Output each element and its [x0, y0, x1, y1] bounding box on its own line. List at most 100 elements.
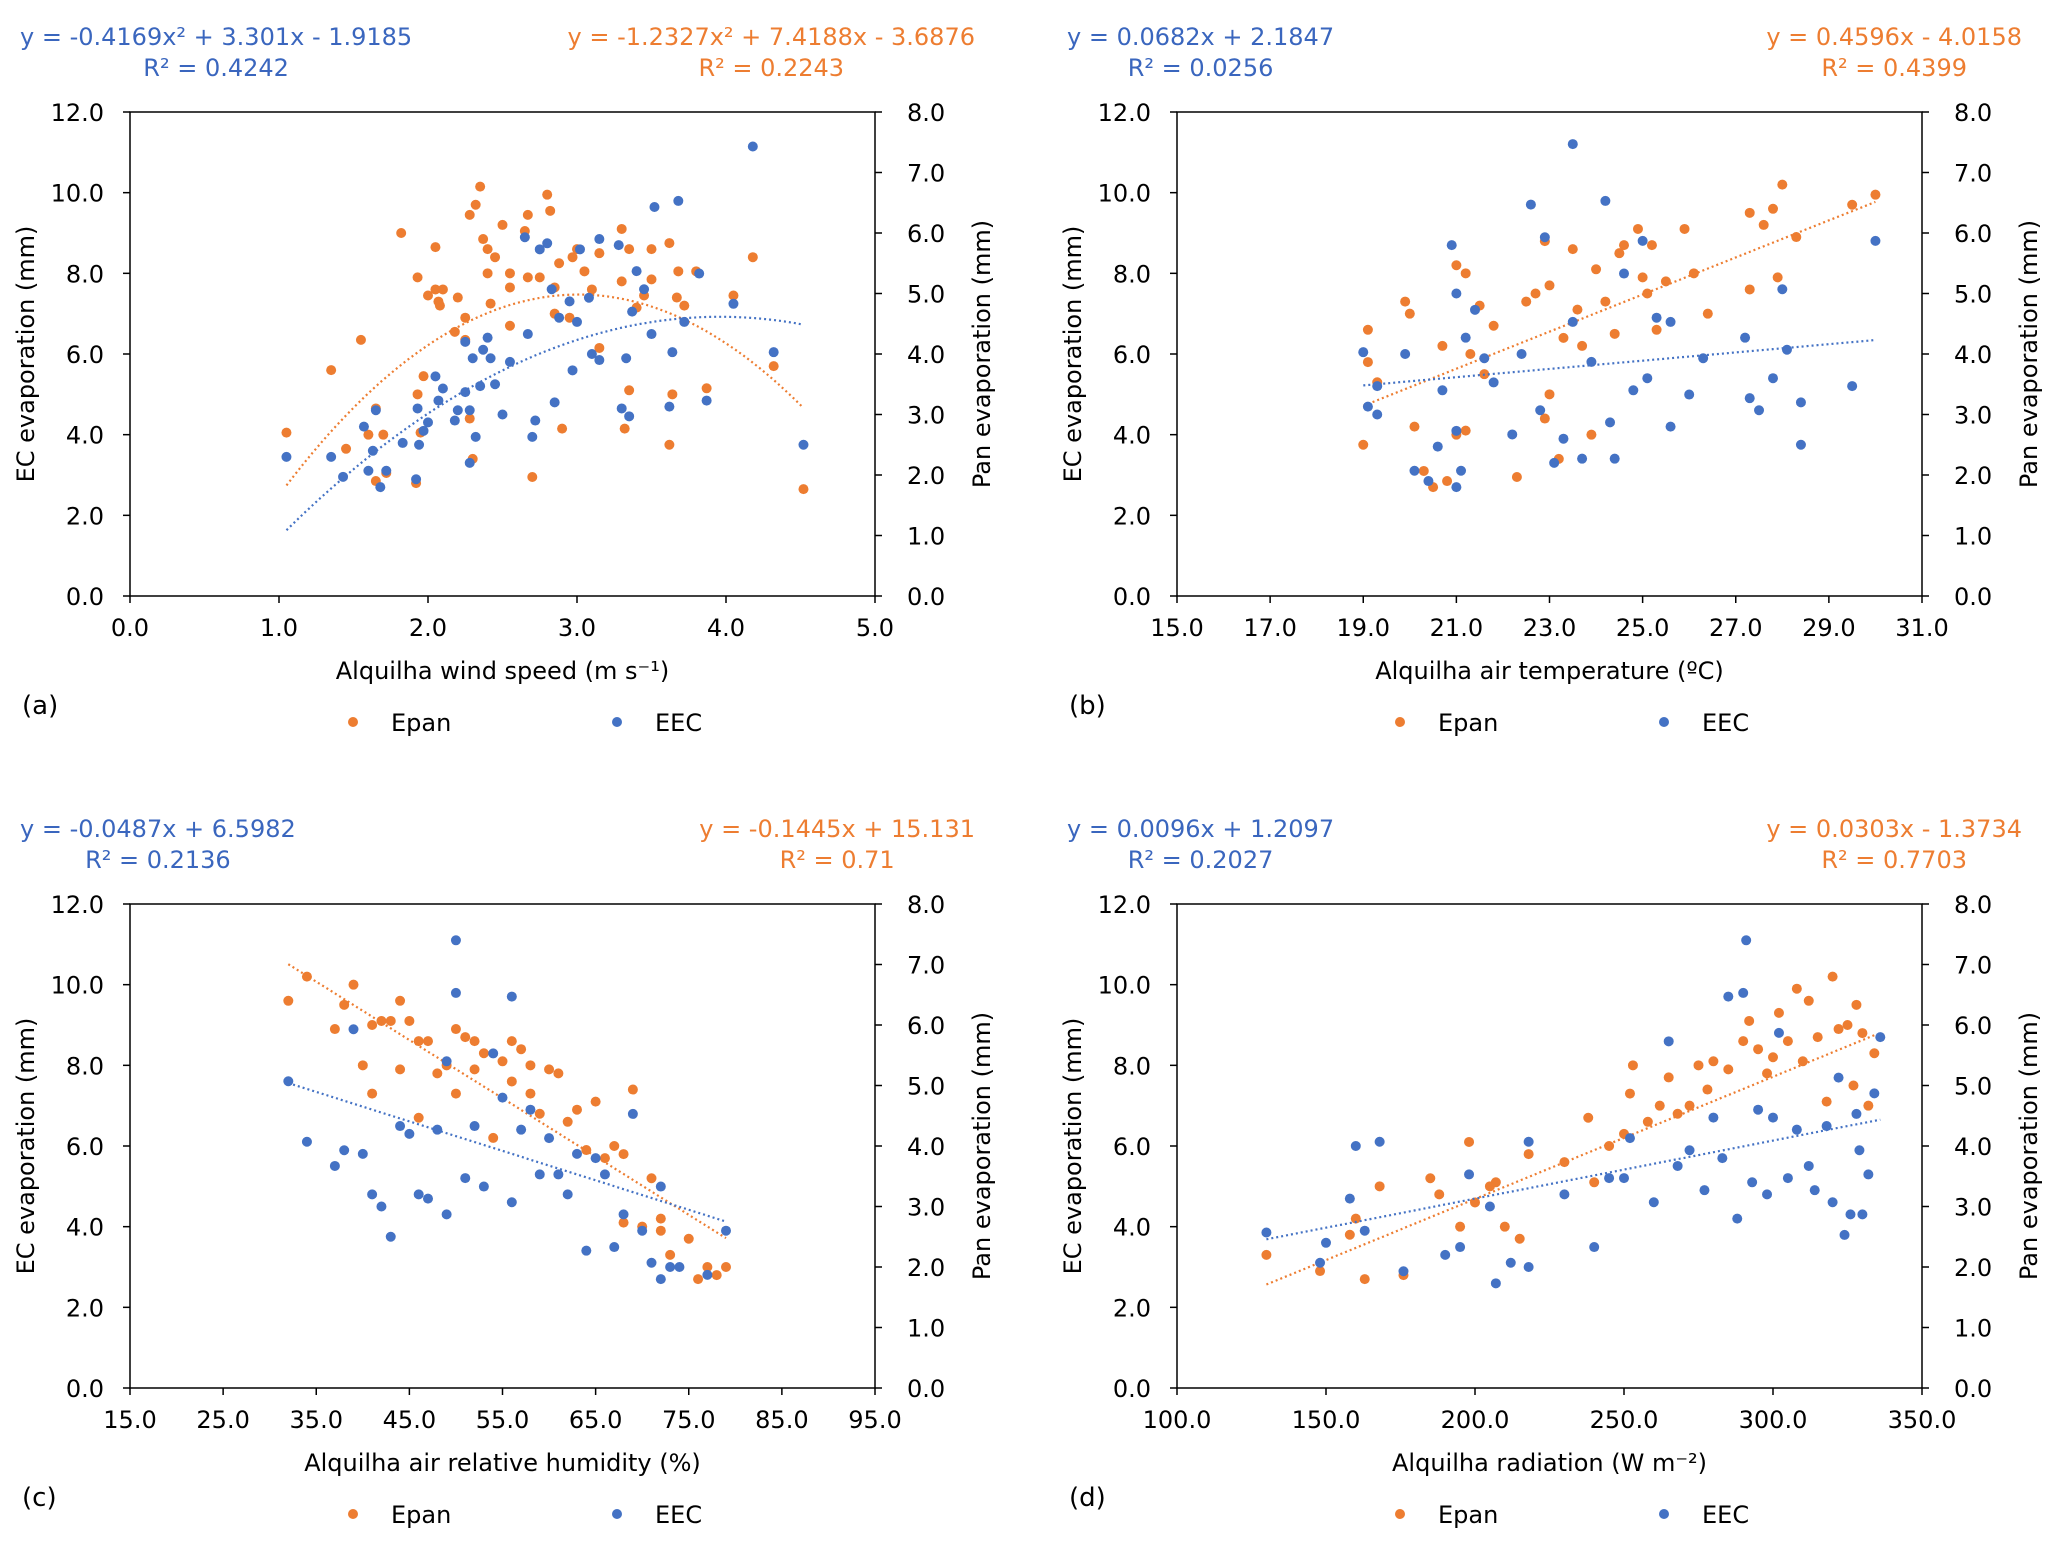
epan-r-squared: R² = 0.2243: [698, 54, 844, 82]
eec-point: [1535, 405, 1546, 416]
epan-point: [1702, 308, 1713, 319]
chart-panel-c: 15.0 25.0 35.0 45.0 55.0 65.0 75.0 85.0 95.0 0.0 2…: [0, 792, 1033, 1552]
eec-point: [441, 1209, 452, 1220]
epan-point: [1744, 284, 1755, 295]
eec-point: [423, 1193, 433, 1204]
epan-point: [667, 389, 678, 400]
eec-point: [385, 1231, 396, 1242]
epan-point: [1679, 223, 1690, 234]
x-tick-label: 1.0: [260, 614, 298, 642]
eec-point: [1753, 1104, 1764, 1115]
y-tick-label: 6.0: [1113, 341, 1151, 369]
eec-point: [574, 244, 585, 255]
epan-point: [1434, 1189, 1445, 1200]
y-tick-label: 0.0: [66, 1375, 104, 1403]
epan-point: [747, 252, 758, 263]
eec-point: [1839, 1229, 1850, 1240]
eec-point: [1372, 409, 1383, 420]
eec-point: [618, 1209, 629, 1220]
eec-point: [728, 298, 739, 309]
eec-point: [1795, 439, 1806, 450]
eec-point: [1768, 1112, 1778, 1123]
epan-point: [469, 1036, 480, 1047]
eec-point: [1699, 1185, 1710, 1196]
eec-point: [1782, 1173, 1793, 1184]
x-axis-title: Alquilha air temperature (ºC): [1375, 657, 1724, 685]
eec-point: [437, 383, 448, 394]
x-tick-label: 27.0: [1709, 614, 1762, 642]
eec-point: [665, 1262, 676, 1272]
epan-point: [1782, 1036, 1793, 1047]
epan-point: [1812, 1032, 1823, 1043]
eec-point: [599, 1169, 610, 1180]
epan-point: [1591, 264, 1602, 275]
epan-point: [452, 292, 463, 303]
eec-point: [475, 381, 486, 392]
epan-point: [367, 1020, 378, 1030]
x-tick-label: 19.0: [1337, 614, 1390, 642]
eec-point: [418, 425, 429, 436]
epan-point: [1511, 472, 1522, 483]
eec-point: [1455, 1242, 1466, 1253]
epan-point: [1863, 1100, 1874, 1111]
eec-r-squared: R² = 0.0256: [1128, 54, 1274, 82]
eec-point: [534, 1169, 545, 1180]
epan-point: [572, 1104, 582, 1115]
eec-point: [562, 1189, 573, 1200]
eec-point: [721, 1225, 731, 1236]
eec-point: [1523, 1262, 1534, 1272]
eec-point: [702, 1269, 713, 1280]
eec-point: [1738, 987, 1749, 998]
epan-point: [594, 342, 605, 353]
eec-point: [450, 935, 461, 946]
epan-legend-marker: [1395, 717, 1405, 727]
eec-trend-equation: y = 0.0682x + 2.1847: [1067, 23, 1334, 51]
x-axis-title: Alquilha radiation (W m⁻²): [1392, 1449, 1707, 1477]
y2-tick-label: 3.0: [907, 1194, 945, 1222]
epan-point: [423, 1036, 433, 1047]
eec-point: [370, 405, 381, 416]
x-tick-label: 150.0: [1292, 1406, 1361, 1434]
y-tick-label: 6.0: [66, 1133, 104, 1161]
eec-legend-marker: [612, 1509, 622, 1519]
eec-point: [1863, 1169, 1874, 1180]
eec-point: [649, 201, 660, 212]
epan-point: [1572, 304, 1583, 315]
eec-point: [1479, 353, 1490, 364]
epan-point: [478, 1048, 489, 1059]
eec-point: [594, 234, 605, 245]
eec-point: [1423, 476, 1434, 487]
epan-point: [470, 199, 481, 210]
eec-point: [627, 306, 638, 317]
epan-point: [1624, 1088, 1635, 1099]
epan-point: [1464, 1136, 1475, 1147]
epan-point: [506, 1036, 517, 1047]
eec-point: [1605, 417, 1616, 428]
eec-point: [430, 371, 441, 382]
epan-point: [1842, 1020, 1853, 1030]
eec-point: [516, 1124, 527, 1135]
epan-legend-label: Epan: [391, 709, 451, 737]
eec-point: [581, 1245, 592, 1256]
panel-label: (d): [1069, 1483, 1106, 1513]
y2-tick-label: 1.0: [907, 1315, 945, 1343]
epan-point: [567, 252, 578, 263]
x-tick-label: 85.0: [755, 1406, 808, 1434]
eec-legend-marker: [1659, 1509, 1669, 1519]
eec-point: [283, 1076, 294, 1087]
y2-tick-label: 2.0: [907, 462, 945, 490]
epan-point: [1768, 203, 1778, 214]
eec-point: [367, 445, 378, 456]
y-tick-label: 10.0: [1098, 180, 1151, 208]
eec-point: [586, 349, 597, 359]
epan-point: [1344, 1229, 1355, 1240]
epan-point: [395, 995, 406, 1006]
y-tick-label: 8.0: [1113, 1052, 1151, 1080]
eec-point: [1315, 1257, 1326, 1268]
epan-point: [683, 1233, 694, 1244]
epan-point: [1586, 429, 1597, 440]
eec-point: [1663, 1036, 1674, 1047]
epan-point: [363, 429, 374, 440]
eec-trendline: [1266, 1118, 1881, 1241]
epan-point: [1791, 983, 1802, 994]
